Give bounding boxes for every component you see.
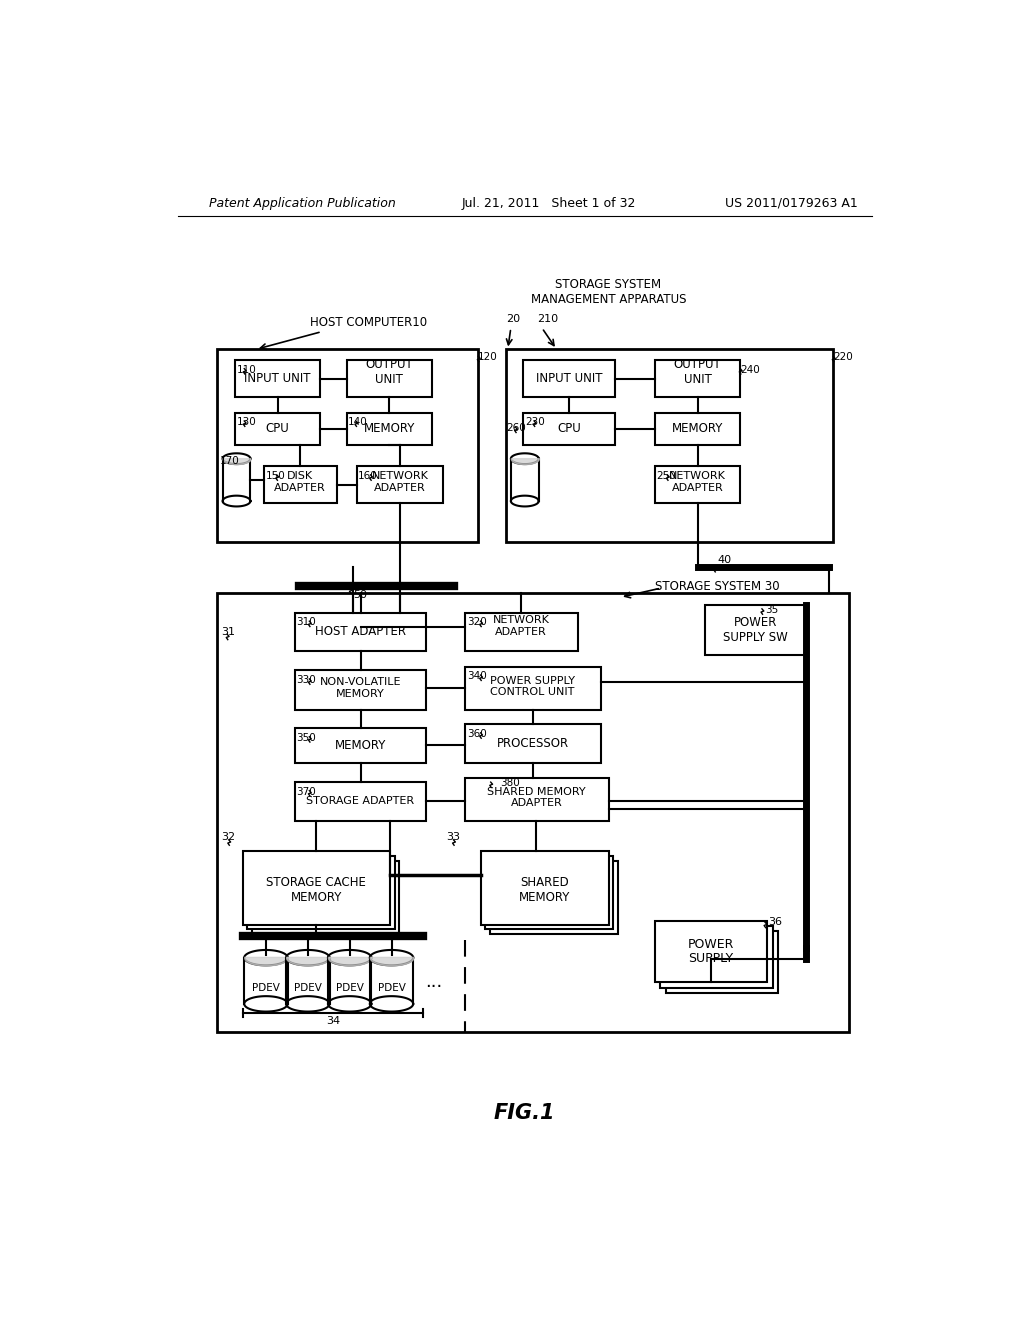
Text: 360: 360 <box>467 729 486 739</box>
Text: 320: 320 <box>467 618 486 627</box>
Text: 170: 170 <box>219 455 240 466</box>
Text: 20: 20 <box>506 314 520 323</box>
Bar <box>295 729 426 763</box>
Text: POWER SUPPLY
CONTROL UNIT: POWER SUPPLY CONTROL UNIT <box>490 676 575 697</box>
Bar <box>465 725 601 763</box>
Text: OUTPUT
UNIT: OUTPUT UNIT <box>366 359 413 387</box>
Bar <box>666 932 778 993</box>
Bar <box>506 350 834 543</box>
Text: INPUT UNIT: INPUT UNIT <box>245 372 311 385</box>
Text: 220: 220 <box>834 352 853 363</box>
Text: PROCESSOR: PROCESSOR <box>497 737 568 750</box>
Text: 33: 33 <box>445 832 460 842</box>
Text: STORAGE SYSTEM
MANAGEMENT APPARATUS: STORAGE SYSTEM MANAGEMENT APPARATUS <box>530 277 686 306</box>
Bar <box>346 360 432 397</box>
Text: 340: 340 <box>467 671 486 681</box>
Text: 130: 130 <box>237 417 256 428</box>
Bar <box>655 412 740 445</box>
Text: 120: 120 <box>478 352 498 363</box>
Text: SHARED
MEMORY: SHARED MEMORY <box>518 876 570 904</box>
Bar <box>480 851 608 924</box>
Text: POWER
SUPPLY SW: POWER SUPPLY SW <box>723 615 788 644</box>
Text: 260: 260 <box>506 424 526 433</box>
Text: DISK
ADAPTER: DISK ADAPTER <box>274 471 326 492</box>
Text: CPU: CPU <box>265 422 290 436</box>
Text: INPUT UNIT: INPUT UNIT <box>536 372 602 385</box>
Text: SHARED MEMORY
ADAPTER: SHARED MEMORY ADAPTER <box>487 787 586 808</box>
Text: 160: 160 <box>358 471 378 480</box>
Text: NETWORK
ADAPTER: NETWORK ADAPTER <box>670 471 726 492</box>
Bar <box>706 605 806 655</box>
Bar <box>655 466 740 503</box>
Text: POWER
SUPPLY: POWER SUPPLY <box>687 937 734 965</box>
Text: HOST ADAPTER: HOST ADAPTER <box>315 626 406 639</box>
Text: 370: 370 <box>296 787 316 797</box>
Bar <box>295 781 426 821</box>
Text: HOST COMPUTER10: HOST COMPUTER10 <box>310 317 427 330</box>
Text: 380: 380 <box>500 779 520 788</box>
Bar <box>655 360 740 397</box>
Bar <box>217 594 849 1032</box>
Text: STORAGE ADAPTER: STORAGE ADAPTER <box>306 796 415 807</box>
Text: 330: 330 <box>296 675 316 685</box>
Bar <box>523 412 614 445</box>
Bar <box>489 861 617 933</box>
Text: 40: 40 <box>717 554 731 565</box>
Bar <box>234 412 321 445</box>
Text: MEMORY: MEMORY <box>335 739 386 751</box>
Text: PDEV: PDEV <box>294 983 322 994</box>
Bar <box>295 671 426 710</box>
Bar <box>655 921 767 982</box>
Text: STORAGE CACHE
MEMORY: STORAGE CACHE MEMORY <box>266 876 367 904</box>
Text: NETWORK
ADAPTER: NETWORK ADAPTER <box>493 615 549 636</box>
Text: MEMORY: MEMORY <box>364 422 415 436</box>
Text: 310: 310 <box>296 618 316 627</box>
Text: 240: 240 <box>740 364 760 375</box>
Text: ...: ... <box>426 973 442 991</box>
Text: OUTPUT
UNIT: OUTPUT UNIT <box>674 359 722 387</box>
Text: 32: 32 <box>221 832 236 842</box>
Text: 35: 35 <box>765 605 778 615</box>
Text: NETWORK
ADAPTER: NETWORK ADAPTER <box>372 471 428 492</box>
Text: 140: 140 <box>348 417 368 428</box>
Text: 210: 210 <box>538 314 558 323</box>
Bar <box>660 927 773 987</box>
Text: STORAGE SYSTEM 30: STORAGE SYSTEM 30 <box>655 581 779 594</box>
Bar <box>356 466 443 503</box>
Bar <box>263 466 337 503</box>
Text: Jul. 21, 2011   Sheet 1 of 32: Jul. 21, 2011 Sheet 1 of 32 <box>461 197 636 210</box>
Bar <box>252 861 399 933</box>
Text: 36: 36 <box>768 917 782 927</box>
Text: FIG.1: FIG.1 <box>494 1104 556 1123</box>
Text: 250: 250 <box>656 471 676 480</box>
Bar <box>523 360 614 397</box>
Text: 110: 110 <box>237 364 256 375</box>
Text: 31: 31 <box>221 627 234 636</box>
Text: 34: 34 <box>327 1016 340 1026</box>
Text: PDEV: PDEV <box>252 983 280 994</box>
Text: US 2011/0179263 A1: US 2011/0179263 A1 <box>725 197 857 210</box>
Text: Patent Application Publication: Patent Application Publication <box>209 197 396 210</box>
Bar <box>217 350 478 543</box>
Bar <box>465 779 608 821</box>
Text: 350: 350 <box>296 733 316 743</box>
Text: NON-VOLATILE
MEMORY: NON-VOLATILE MEMORY <box>319 677 401 700</box>
Bar <box>234 360 321 397</box>
Bar <box>295 612 426 651</box>
Bar <box>465 612 578 651</box>
Bar <box>485 855 613 929</box>
Bar <box>346 412 432 445</box>
Text: 50: 50 <box>352 590 367 599</box>
Text: MEMORY: MEMORY <box>672 422 723 436</box>
Text: 150: 150 <box>266 471 286 480</box>
Bar <box>243 851 390 924</box>
Text: PDEV: PDEV <box>378 983 406 994</box>
Bar <box>248 855 394 929</box>
Text: PDEV: PDEV <box>336 983 364 994</box>
Bar <box>465 667 601 710</box>
Text: CPU: CPU <box>557 422 581 436</box>
Text: 230: 230 <box>524 417 545 428</box>
